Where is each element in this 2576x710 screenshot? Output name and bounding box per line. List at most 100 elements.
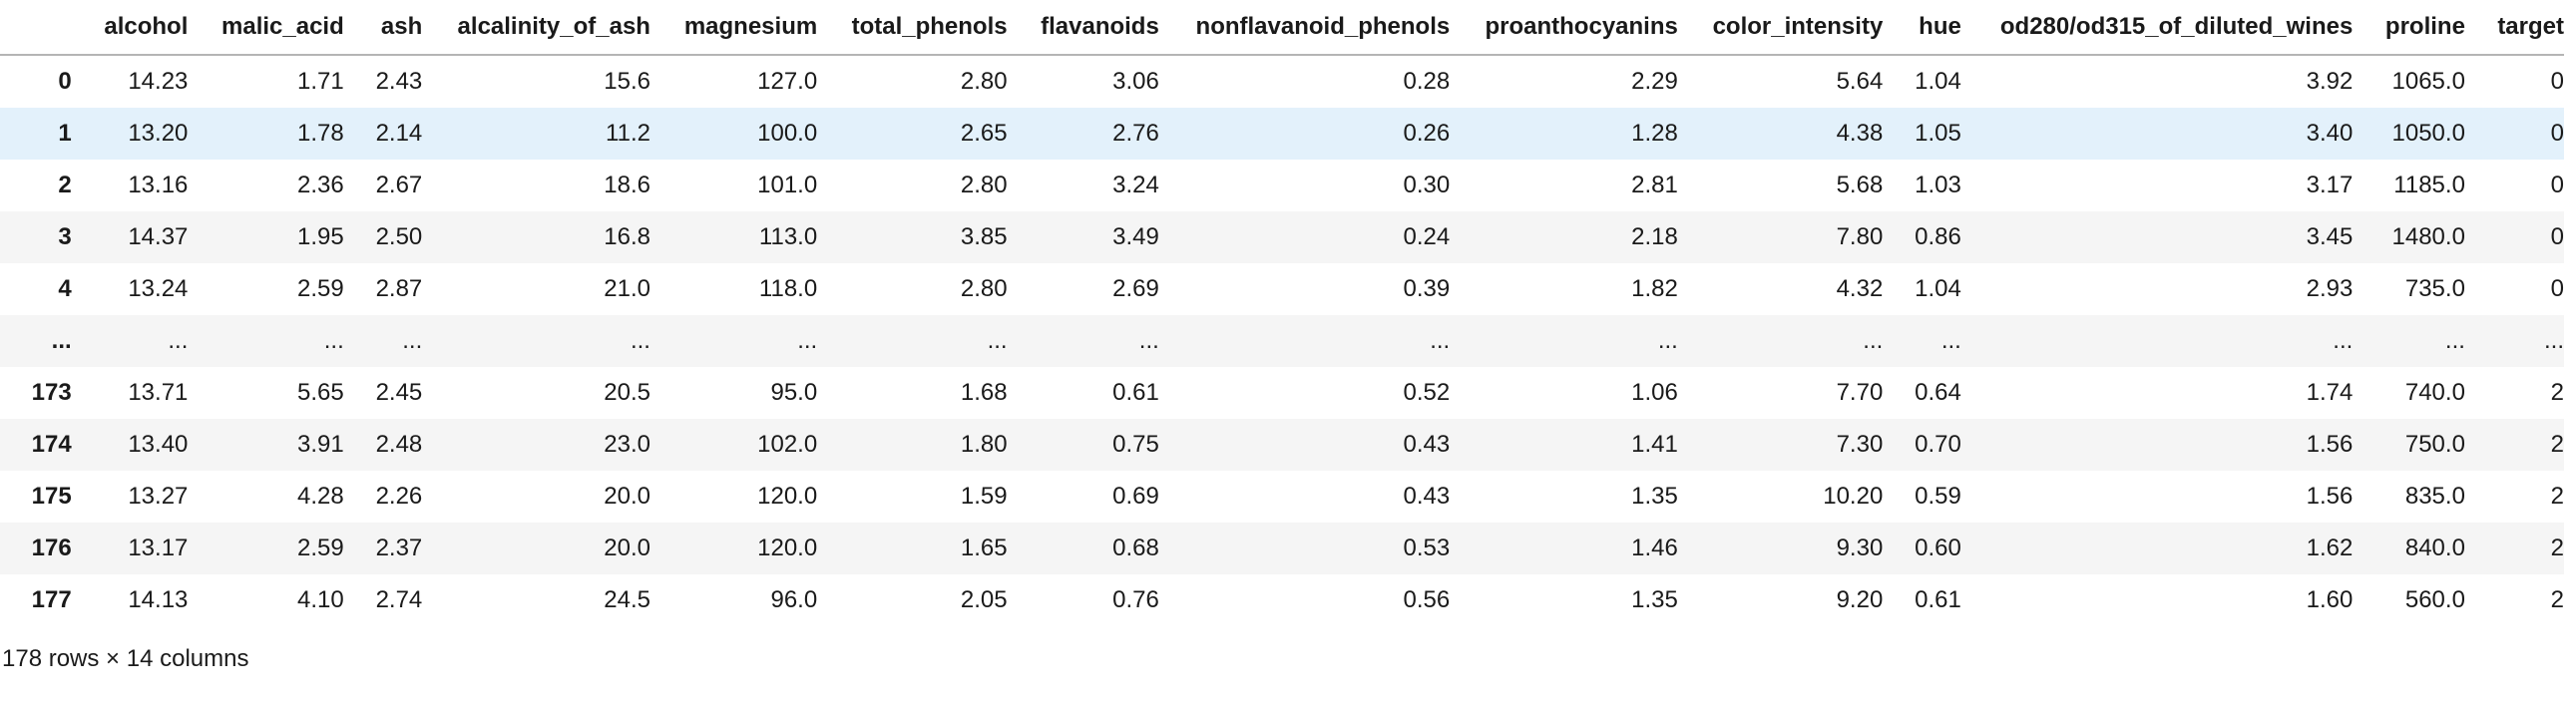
cell: 16.8	[604, 223, 650, 250]
cell: 3.24	[1112, 172, 1159, 198]
cell: 2.29	[1631, 68, 1678, 95]
cell: 1.06	[1631, 379, 1678, 406]
column-header: flavanoids	[1007, 0, 1159, 56]
header-row: alcohol malic_acid ash alcalinity_of_ash mag…	[0, 0, 2564, 56]
cell: 0.39	[1403, 275, 1451, 302]
cell: 13.71	[128, 379, 189, 406]
cell: 0.86	[1915, 223, 1961, 250]
row-index: 3	[58, 223, 72, 250]
cell: 1.59	[960, 483, 1008, 510]
cell: 1.04	[1915, 275, 1961, 302]
cell: 1.65	[960, 534, 1008, 561]
table-row: 1 13.20 1.78 2.14 11.2 100.0 2.65 2.76 0.26 1.28 4…	[0, 108, 2564, 160]
cell: 7.30	[1836, 431, 1884, 458]
cell: ...	[2543, 327, 2564, 354]
cell: 2	[2550, 586, 2564, 613]
cell: 1.80	[960, 431, 1008, 458]
cell: 13.16	[128, 172, 189, 198]
cell: 1.41	[1631, 431, 1678, 458]
cell: 2.45	[375, 379, 423, 406]
cell: 4.28	[297, 483, 344, 510]
cell: 2	[2550, 431, 2564, 458]
cell: 9.20	[1836, 586, 1884, 613]
cell: 1.04	[1915, 68, 1961, 95]
cell: 735.0	[2404, 275, 2465, 302]
dataframe-output: alcohol malic_acid ash alcalinity_of_ash mag…	[0, 0, 2564, 672]
table-row: 176 13.17 2.59 2.37 20.0 120.0 1.65 0.68 0.53 1.4…	[0, 523, 2564, 574]
table-row: 0 14.23 1.71 2.43 15.6 127.0 2.80 3.06 0.28 2.29 5…	[0, 55, 2564, 108]
row-index: 2	[58, 172, 72, 198]
cell: 2.59	[297, 534, 344, 561]
row-index: 174	[31, 431, 72, 458]
cell: 1.82	[1631, 275, 1678, 302]
cell: 95.0	[770, 379, 818, 406]
cell: 1.56	[2306, 483, 2354, 510]
cell: 2	[2550, 534, 2564, 561]
cell: 2.48	[375, 431, 423, 458]
cell: 1.95	[297, 223, 344, 250]
cell: 0	[2550, 68, 2564, 95]
table-row: 173 13.71 5.65 2.45 20.5 95.0 1.68 0.61 0.52 1.06…	[0, 367, 2564, 419]
cell: 0	[2550, 172, 2564, 198]
cell: 3.45	[2306, 223, 2354, 250]
cell: 127.0	[757, 68, 818, 95]
cell: 14.37	[128, 223, 189, 250]
cell: 13.24	[128, 275, 189, 302]
cell: 0.68	[1112, 534, 1159, 561]
cell: 5.65	[297, 379, 344, 406]
cell: 11.2	[606, 120, 650, 147]
cell: 0.59	[1915, 483, 1961, 510]
cell: 0.60	[1915, 534, 1961, 561]
cell: 2.93	[2306, 275, 2354, 302]
cell: 1.03	[1915, 172, 1961, 198]
cell: 2.80	[960, 68, 1008, 95]
cell: 1.35	[1631, 586, 1678, 613]
cell: 0.52	[1403, 379, 1451, 406]
cell: 120.0	[757, 483, 818, 510]
cell: 560.0	[2404, 586, 2465, 613]
cell: 9.30	[1836, 534, 1884, 561]
row-index: ...	[51, 327, 72, 354]
cell: 2.87	[375, 275, 423, 302]
cell: 1.71	[297, 68, 344, 95]
cell: 3.85	[960, 223, 1008, 250]
row-index: 173	[31, 379, 72, 406]
cell: ...	[2444, 327, 2465, 354]
cell: 1.68	[960, 379, 1008, 406]
cell: 1480.0	[2391, 223, 2465, 250]
cell: 120.0	[757, 534, 818, 561]
cell: 23.0	[604, 431, 650, 458]
cell: 0.76	[1112, 586, 1159, 613]
cell: 118.0	[758, 275, 818, 302]
cell: 10.20	[1823, 483, 1884, 510]
row-index: 4	[58, 275, 72, 302]
dataframe-shape-label: 178 rows × 14 columns	[2, 645, 249, 672]
cell: 3.91	[297, 431, 344, 458]
column-header: proanthocyanins	[1450, 0, 1678, 56]
cell: 1.46	[1631, 534, 1678, 561]
cell: ...	[168, 327, 189, 354]
cell: 14.13	[128, 586, 189, 613]
cell: 2.43	[375, 68, 423, 95]
table-row: 175 13.27 4.28 2.26 20.0 120.0 1.59 0.69 0.43 1.3…	[0, 471, 2564, 523]
index-column-header	[0, 0, 72, 56]
table-row: 2 13.16 2.36 2.67 18.6 101.0 2.80 3.24 0.30 2.81 5…	[0, 160, 2564, 211]
table-row: 4 13.24 2.59 2.87 21.0 118.0 2.80 2.69 0.39 1.82 4…	[0, 263, 2564, 315]
cell: 3.92	[2306, 68, 2354, 95]
row-index: 0	[58, 68, 72, 95]
cell: 0.61	[1112, 379, 1159, 406]
cell: ...	[797, 327, 818, 354]
column-header: nonflavanoid_phenols	[1158, 0, 1451, 56]
cell: 2.80	[960, 172, 1008, 198]
cell: 0.30	[1403, 172, 1451, 198]
column-header: hue	[1883, 0, 1961, 56]
cell: 20.0	[604, 483, 650, 510]
cell: 0.56	[1403, 586, 1451, 613]
cell: 2.26	[375, 483, 423, 510]
cell: 4.10	[297, 586, 344, 613]
cell: 14.23	[128, 68, 189, 95]
cell: 4.32	[1836, 275, 1884, 302]
cell: 96.0	[770, 586, 818, 613]
cell: 2.67	[375, 172, 423, 198]
table-row: 174 13.40 3.91 2.48 23.0 102.0 1.80 0.75 0.43 1.4…	[0, 419, 2564, 471]
